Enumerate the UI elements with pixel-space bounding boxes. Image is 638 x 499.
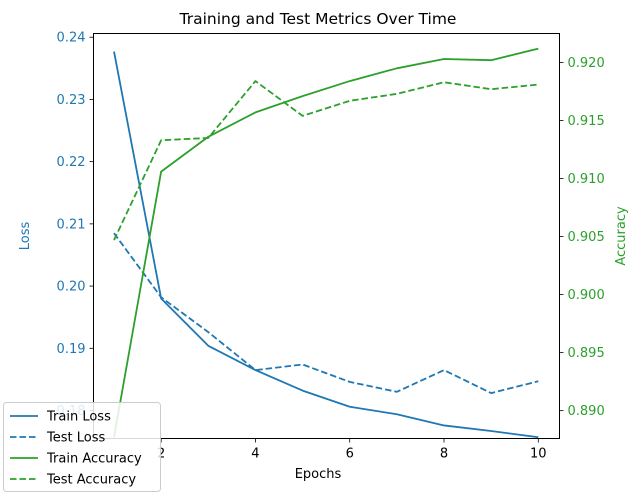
x-tick-label: 6 — [346, 447, 354, 462]
right-y-tick-label: 0.890 — [568, 404, 605, 419]
train-loss-legend-label: Train Loss — [46, 410, 111, 425]
right-y-tick-label: 0.920 — [568, 56, 605, 71]
left-y-tick-label: 0.19 — [57, 342, 86, 357]
x-tick-label: 8 — [440, 447, 448, 462]
test-accuracy-line — [113, 80, 539, 241]
train-accuracy-legend-label: Train Accuracy — [46, 452, 142, 467]
test-accuracy-legend-label: Test Accuracy — [46, 473, 136, 488]
x-tick-label: 4 — [251, 447, 259, 462]
test-loss-line — [113, 232, 539, 394]
right-axis-label: Accuracy — [614, 206, 629, 266]
right-y-tick-label: 0.900 — [568, 288, 605, 303]
right-y-tick-label: 0.915 — [568, 114, 605, 129]
legend: Train Loss Test Loss Train Accuracy Test Ac… — [3, 402, 161, 492]
left-y-tick-label: 0.24 — [57, 31, 86, 46]
train-accuracy-line — [113, 47, 539, 438]
legend-box — [3, 402, 161, 492]
left-y-tick-label: 0.21 — [57, 217, 86, 232]
left-y-tick-label: 0.20 — [57, 280, 86, 295]
right-y-tick-label: 0.895 — [568, 346, 605, 361]
chart-title: Training and Test Metrics Over Time — [179, 10, 457, 28]
left-axis-label: Loss — [18, 222, 33, 251]
train-loss-line — [113, 51, 539, 439]
right-y-tick-label: 0.905 — [568, 230, 605, 245]
plot-frame — [93, 33, 560, 439]
left-y-tick-label: 0.23 — [57, 93, 86, 108]
right-y-tick-label: 0.910 — [568, 172, 605, 187]
x-tick-label: 2 — [157, 447, 165, 462]
left-y-tick-label: 0.22 — [57, 155, 86, 170]
x-tick-label: 10 — [530, 447, 547, 462]
x-axis-label: Epochs — [295, 467, 342, 482]
test-loss-legend-label: Test Loss — [46, 431, 105, 446]
